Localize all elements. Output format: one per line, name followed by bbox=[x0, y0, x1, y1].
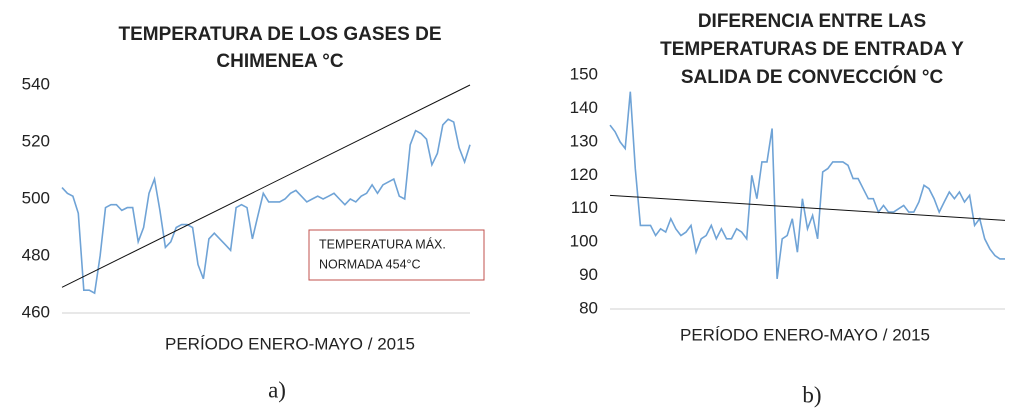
y-tick-label: 460 bbox=[22, 302, 50, 321]
y-tick-label: 480 bbox=[22, 245, 50, 264]
y-tick-label: 120 bbox=[570, 165, 598, 184]
chart-title: TEMPERATURAS DE ENTRADA Y bbox=[660, 39, 964, 60]
chart-title: SALIDA DE CONVECCIÓN °C bbox=[681, 66, 944, 88]
y-tick-label: 80 bbox=[579, 298, 598, 317]
y-tick-label: 90 bbox=[579, 265, 598, 284]
caption: a) bbox=[268, 377, 286, 402]
data-line bbox=[61, 118, 471, 295]
annotation: NORMADA 454°C bbox=[319, 257, 421, 271]
caption: b) bbox=[802, 382, 821, 407]
chart-title: CHIMENEA °C bbox=[216, 51, 344, 72]
y-tick-label: 500 bbox=[22, 188, 50, 207]
y-tick-label: 540 bbox=[22, 74, 50, 93]
y-tick-label: 150 bbox=[570, 64, 598, 83]
trend-line bbox=[609, 194, 1006, 221]
chart-title: TEMPERATURA DE LOS GASES DE bbox=[118, 24, 441, 45]
y-tick-label: 520 bbox=[22, 131, 50, 150]
data-line bbox=[609, 91, 1005, 280]
x-axis-label: PERÍODO ENERO-MAYO / 2015 bbox=[165, 334, 415, 353]
trend-line bbox=[61, 84, 471, 288]
annotation-box bbox=[308, 229, 485, 281]
y-tick-label: 140 bbox=[570, 98, 598, 117]
annotation: TEMPERATURA MÁX. bbox=[319, 236, 446, 251]
y-tick-label: 100 bbox=[570, 232, 598, 251]
x-axis-label: PERÍODO ENERO-MAYO / 2015 bbox=[680, 325, 930, 344]
chart-title: DIFERENCIA ENTRE LAS bbox=[698, 11, 926, 32]
y-tick-label: 130 bbox=[570, 131, 598, 150]
y-tick-label: 110 bbox=[571, 198, 598, 217]
